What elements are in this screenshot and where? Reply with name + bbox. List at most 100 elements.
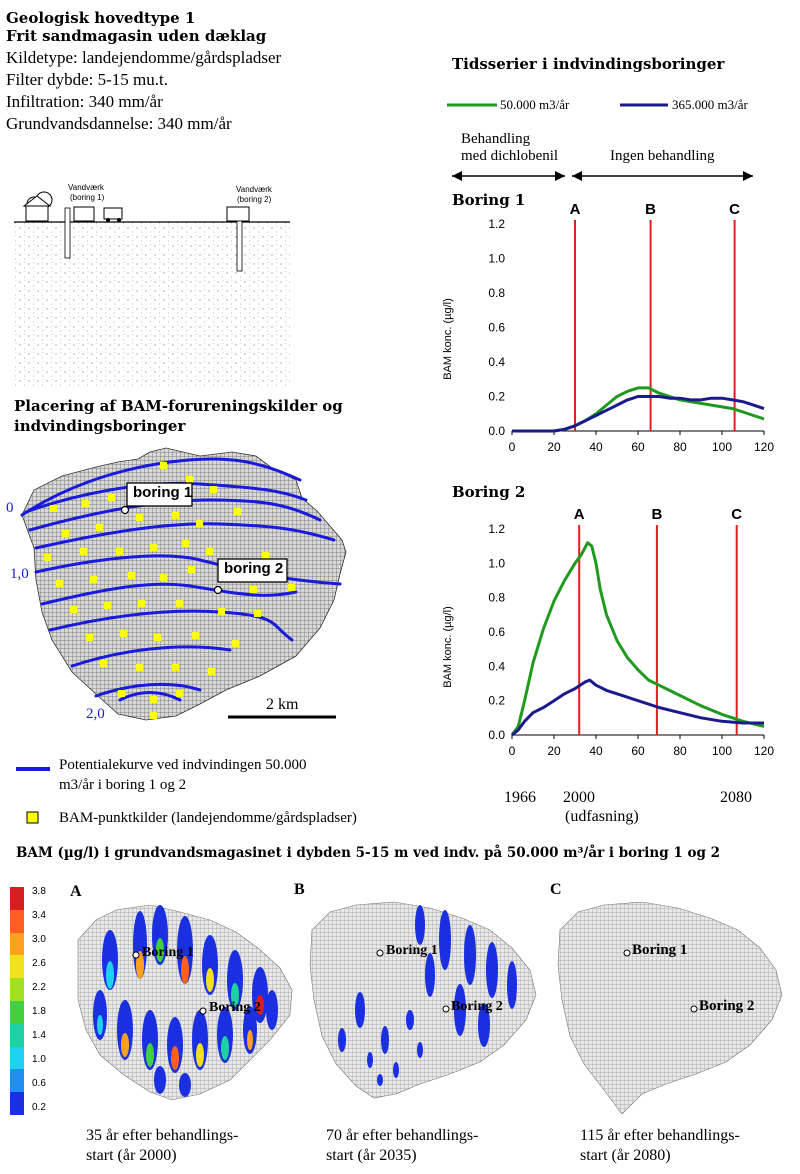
colorbar-label: 2.2 (32, 982, 46, 993)
x-tick-label: 20 (547, 744, 561, 758)
marker-label-a: A (574, 506, 585, 523)
y-tick-label: 0.8 (488, 286, 505, 300)
x-tick-label: 40 (589, 744, 603, 758)
panel-a-caption1: 35 år efter behandlings- (86, 1127, 239, 1144)
y-tick-label: 1.2 (488, 217, 505, 231)
y-tick-label: 0.2 (488, 390, 505, 404)
x-tick-label: 120 (754, 440, 774, 454)
panel-b-boring2: Boring 2 (451, 999, 503, 1014)
x-tick-label: 20 (547, 440, 561, 454)
y-tick-label: 0.6 (488, 625, 505, 639)
chart1-ylabel: BAM konc. (µg/l) (442, 298, 454, 380)
colorbar-label: 0.6 (32, 1078, 46, 1089)
y-tick-label: 0.2 (488, 694, 505, 708)
well2-sublabel: (boring 2) (237, 195, 272, 204)
bottom-title: BAM (µg/l) i grundvandsmagasinet i dybde… (16, 845, 721, 861)
scale-label: 2 km (266, 696, 299, 713)
colorbar-swatch (10, 1046, 24, 1070)
boring2-label: boring 2 (224, 560, 284, 577)
year-2000-note: (udfasning) (565, 808, 639, 825)
x-tick-label: 60 (631, 440, 645, 454)
marker-label-c: C (729, 201, 740, 218)
y-tick-label: 1.0 (488, 252, 505, 266)
contour-label-0: 0 (6, 500, 14, 516)
map-heading-line1: Placering af BAM-forureningskilder og (14, 397, 343, 415)
map-heading-line2: indvindingsboringer (14, 417, 186, 435)
colorbar-swatch (10, 1069, 24, 1093)
y-tick-label: 0.6 (488, 321, 505, 335)
figure-title: Geologisk hovedtype 1 (6, 9, 196, 27)
boring2-marker (213, 585, 223, 595)
x-tick-label: 40 (589, 440, 603, 454)
colorbar-swatch (10, 1092, 24, 1116)
colorbar (10, 887, 24, 1116)
phase1-label-line2: med dichlobenil (461, 148, 559, 164)
phase1-label-line1: Behandling (461, 131, 531, 147)
year-2080: 2080 (720, 789, 752, 806)
colorbar-label: 1.4 (32, 1030, 46, 1041)
legend-series1: 50.000 m3/år (500, 97, 570, 112)
colorbar-label: 2.6 (32, 958, 46, 969)
x-tick-label: 100 (712, 440, 732, 454)
series-line-2 (511, 678, 764, 737)
colorbar-label: 3.8 (32, 886, 46, 897)
panel-c-caption1: 115 år efter behandlings- (580, 1127, 740, 1144)
boring1-label: boring 1 (133, 484, 193, 501)
timeseries-heading: Tidsserier i indvindingsboringer (452, 55, 725, 73)
legend-series2: 365.000 m3/år (672, 97, 748, 112)
panel-b-letter: B (294, 881, 305, 898)
colorbar-swatch (10, 955, 24, 979)
colorbar-label: 1.8 (32, 1006, 46, 1017)
marker-label-a: A (570, 201, 581, 218)
boring1-marker (120, 505, 130, 515)
x-tick-label: 80 (673, 744, 687, 758)
colorbar-swatch (10, 909, 24, 934)
phase2-label: Ingen behandling (610, 148, 715, 164)
series-line-2 (512, 395, 765, 433)
panel-a-caption2: start (år 2000) (86, 1147, 177, 1164)
marker-label-c: C (731, 506, 742, 523)
panel-b-caption2: start (år 2035) (326, 1147, 417, 1164)
well1-label: Vandværk (68, 183, 104, 192)
marker-label-b: B (651, 506, 662, 523)
series-line-1 (512, 386, 765, 433)
y-tick-label: 0.8 (488, 591, 505, 605)
well2-label: Vandværk (236, 185, 272, 194)
panel-a-boring2: Boring 2 (209, 1000, 261, 1015)
legend-contour-line2: m3/år i boring 1 og 2 (59, 777, 187, 793)
panel-c-letter: C (550, 881, 562, 898)
y-tick-label: 1.2 (488, 522, 505, 536)
panel-c-boring2: Boring 2 (699, 998, 755, 1014)
y-tick-label: 0.0 (488, 424, 505, 438)
legend-point-sources: BAM-punktkilder (landejendomme/gårdsplad… (59, 810, 357, 826)
contour-label-1: 1,0 (10, 566, 29, 582)
x-tick-label: 60 (631, 744, 645, 758)
y-tick-label: 0.4 (488, 355, 505, 369)
x-tick-label: 0 (509, 744, 516, 758)
x-tick-label: 80 (673, 440, 687, 454)
panel-b-boring1: Boring 1 (386, 943, 438, 958)
y-tick-label: 0.4 (488, 659, 505, 673)
marker-label-b: B (645, 201, 656, 218)
legend-contour-line1: Potentialekurve ved indvindingen 50.000 (59, 757, 307, 773)
colorbar-label: 0.2 (32, 1102, 46, 1113)
year-2000: 2000 (563, 789, 595, 806)
panel-c-boring1: Boring 1 (632, 942, 688, 958)
colorbar-label: 3.0 (32, 934, 46, 945)
panel-b-caption1: 70 år efter behandlings- (326, 1127, 479, 1144)
colorbar-swatch (10, 1001, 24, 1025)
source-type-line: Kildetype: landejendomme/gårdspladser (6, 48, 282, 67)
panel-a-boring1: Boring 1 (142, 945, 194, 960)
colorbar-label: 1.0 (32, 1054, 46, 1065)
colorbar-swatch (10, 932, 24, 956)
y-tick-label: 0.0 (488, 728, 505, 742)
figure-subtitle: Frit sandmagasin uden dæklag (6, 27, 267, 45)
panel-c-caption2: start (år 2080) (580, 1147, 671, 1164)
